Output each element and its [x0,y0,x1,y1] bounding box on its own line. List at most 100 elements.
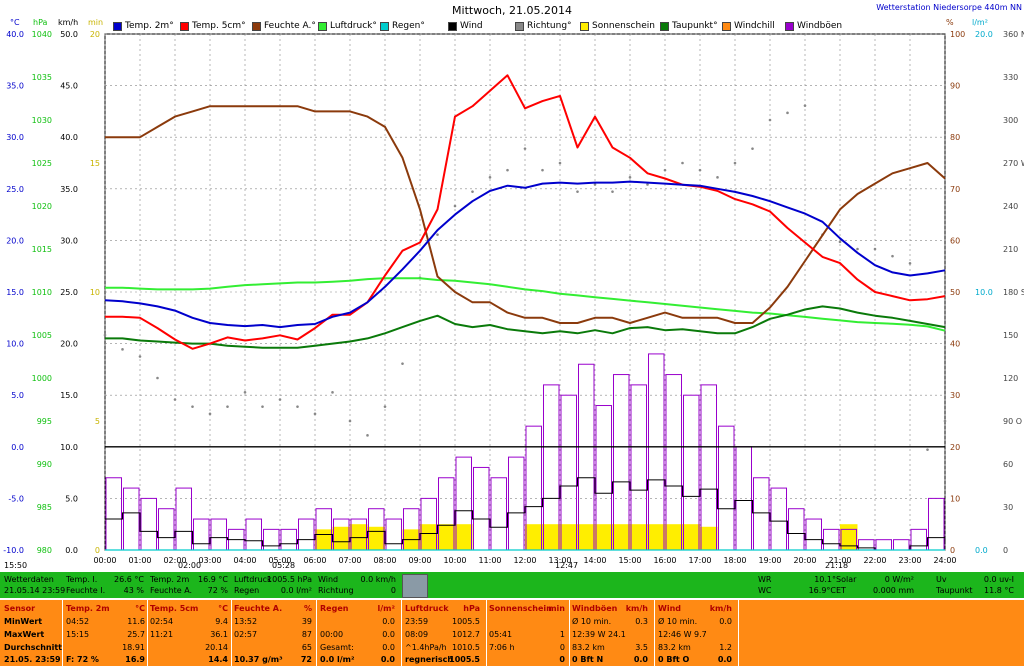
axis-tick-pct: 90 [950,82,960,91]
direction-point [733,161,737,165]
direction-point [506,168,509,172]
axis-tick-deg: 330 [1003,73,1018,82]
sunshine-bar [525,524,543,550]
axis-tick-kmh: 35.0 [60,185,78,194]
stats-col-header: Feuchte A. [234,604,283,613]
direction-point [523,147,527,150]
stats-cell-value: 1 [559,630,565,639]
series-line-pressure [105,277,946,332]
axis-tick-kmh: 45.0 [60,82,78,91]
legend-label: Taupunkt° [672,21,718,31]
axis-tick-pct: 20 [950,443,960,452]
direction-point [908,262,912,265]
axis-tick-temp: -5.0 [8,494,24,503]
direction-point [873,247,877,251]
axis-tick-hour: 09:00 [408,556,431,565]
stats-cell-label: 02:54 [150,617,174,626]
stats-cell-label: Ø 10 min. [658,617,698,626]
axis-tick-hour: 16:00 [653,556,676,565]
stats-cell-label: 23:59 [405,617,429,626]
axis-tick-hour: 21:00 [828,556,851,565]
direction-point [803,104,807,107]
axis-tick-pct: 10 [950,494,960,503]
axis-tick-min: 20 [90,30,100,39]
direction-point [366,434,369,437]
sunshine-bar [682,524,700,550]
axis-tick-hour: 06:00 [303,556,326,565]
stats-cell-label: 0 Bft O [658,655,690,664]
axis-tick-kmh: 25.0 [60,288,78,297]
axis-tick-kmh: 15.0 [60,391,78,400]
current-label: Feuchte A. [150,586,193,595]
axis-tick-pct: 40 [950,340,960,349]
stats-col-header: Regen [320,604,349,613]
axis-tick-hpa: 985 [37,503,52,512]
axis-tick-hour: 22:00 [863,556,886,565]
current-values-bar [0,572,1024,598]
axis-tick-hpa: 1025 [32,159,52,168]
axis-tick-deg: 270 W [1003,159,1024,168]
direction-point [436,233,439,236]
time-marker-sunrise: 02:00 [178,561,201,570]
axis-tick-hour: 02:00 [163,556,186,565]
axis-tick-hour: 01:00 [128,556,151,565]
legend-item: Regen° [380,20,425,32]
stats-col-unit: % [303,604,312,613]
axis-tick-hour: 20:00 [793,556,816,565]
stats-separator [316,600,317,666]
legend-item: Feuchte A.° [252,20,316,32]
axis-tick-pct: 30 [950,391,960,400]
stats-separator [62,600,63,666]
stats-cell-label: 12:46 W 9.7 [658,630,707,639]
chart-title: Mittwoch, 21.05.2014 [452,4,572,17]
stats-separator [569,600,570,666]
axis-tick-kmh: 40.0 [60,133,78,142]
direction-point [698,168,702,172]
legend-swatch [580,21,589,31]
stats-cell-value: 20.14 [205,643,228,652]
stats-cell-value: 1012.7 [452,630,480,639]
stats-cell-label: 04:52 [66,617,90,626]
axis-tick-hpa: 995 [37,417,52,426]
current-label: ET [836,586,846,595]
axis-unit-temp: °C [10,18,20,27]
axis-tick-deg: 180 S [1003,288,1024,297]
stats-cell-value: 0.3 [635,617,648,626]
axis-tick-hour: 13:00 [548,556,571,565]
stats-col-unit: min [548,604,565,613]
stats-cell-label: 02:57 [234,630,258,639]
legend-label: Luftdruck° [330,21,377,31]
legend-swatch [515,21,524,31]
axis-tick-hpa: 1000 [32,374,52,383]
axis-tick-deg: 60 [1003,460,1013,469]
stats-cell-label: 83.2 km [658,643,691,652]
stats-row-label: 21.05. 23:59 [4,655,61,664]
legend-swatch [318,21,327,31]
axis-tick-hour: 04:00 [233,556,256,565]
axis-tick-lm2: 20.0 [975,30,993,39]
direction-point [173,398,177,401]
stats-cell-label: 00:00 [320,630,344,639]
axis-unit-pct: % [946,18,954,27]
axis-tick-temp: 25.0 [6,185,24,194]
direction-point [786,111,789,115]
stats-cell-value: 36.1 [210,630,228,639]
axis-tick-hour: 17:00 [688,556,711,565]
axis-tick-deg: 30 [1003,503,1013,512]
series-line-wind [105,477,946,551]
axis-tick-min: 0 [95,546,100,555]
direction-point [138,355,142,358]
direction-point [313,412,317,416]
stats-cell-value: 18.91 [122,643,145,652]
axis-tick-hour: 10:00 [443,556,466,565]
direction-point [261,405,264,408]
axis-tick-hpa: 1010 [32,288,52,297]
direction-point [401,362,404,365]
direction-point [471,190,474,193]
direction-point [943,419,947,423]
legend-label: Wind [460,21,483,31]
axis-tick-deg: 210 [1003,245,1018,254]
stats-cell-label: 15:15 [66,630,90,639]
current-value: 43 % [123,586,144,595]
axis-tick-pct: 60 [950,236,960,245]
